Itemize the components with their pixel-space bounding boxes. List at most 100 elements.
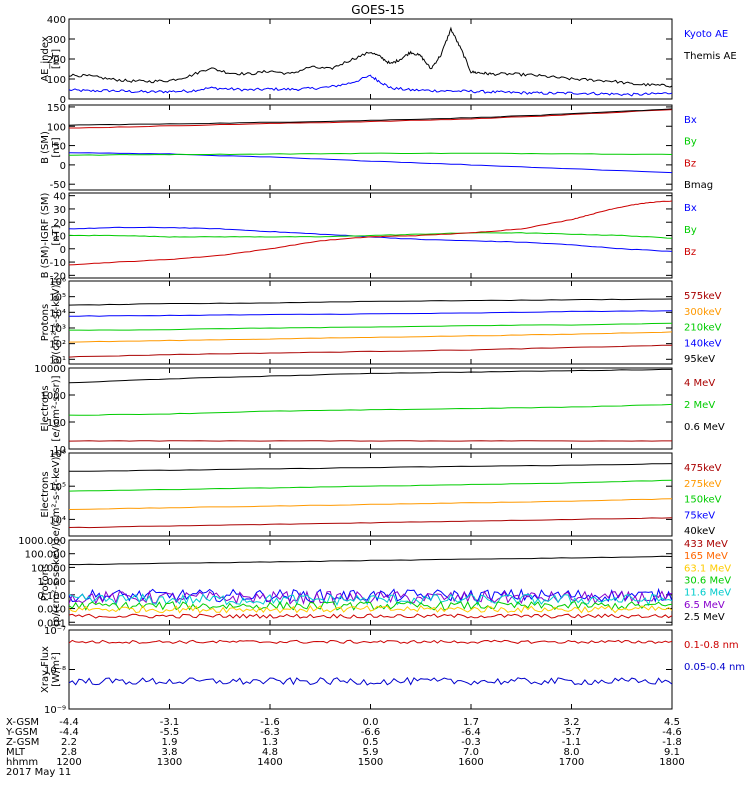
series-300kev bbox=[69, 310, 672, 317]
y-tick-label: 10¹ bbox=[49, 355, 66, 366]
x-axis-value: 9.1 bbox=[664, 747, 680, 758]
y-tick-label: 10² bbox=[49, 340, 66, 351]
y-tick-label: 0.001 bbox=[37, 618, 66, 629]
legend-entry: 75keV bbox=[684, 510, 715, 521]
series-275kev bbox=[69, 517, 672, 529]
x-axis-value: 0.0 bbox=[363, 717, 379, 728]
series-140kev bbox=[69, 331, 672, 343]
legend-entry: Bx bbox=[684, 203, 697, 214]
y-axis-label: e/(cm²-s-sr-keV)] bbox=[51, 453, 62, 537]
legend-entry: Bz bbox=[684, 158, 696, 169]
legend-entry: Kyoto AE bbox=[684, 29, 728, 40]
y-axis-label: Electrons bbox=[40, 471, 51, 517]
legend-entry: 300keV bbox=[684, 307, 722, 318]
legend-entry: 2.5 MeV bbox=[684, 612, 725, 623]
series-bx bbox=[69, 152, 672, 174]
y-tick-label: 100 bbox=[47, 75, 66, 86]
x-axis-value: -0.3 bbox=[461, 737, 481, 748]
panel-protons1: 10¹ 10² 10³ 10⁴ 10⁵ 10⁶ Protons p/(cm²-s-sr-keV… bbox=[40, 277, 722, 366]
y-axis-label: Protons bbox=[40, 564, 51, 601]
y-tick-label: 1000 bbox=[41, 391, 66, 402]
legend-entry: 63.1 MeV bbox=[684, 563, 731, 574]
y-tick-label: 10⁴ bbox=[49, 308, 66, 319]
series-bz bbox=[69, 109, 672, 129]
legend-entry: 0.05-0.4 nm bbox=[684, 662, 745, 673]
panel-electrons1: 10 100 1000 10000 Electrons [e/(cm²-s-sr)] 4 M… bbox=[34, 364, 725, 456]
x-axis-value: 4.5 bbox=[664, 717, 680, 728]
series-6-5-mev bbox=[69, 604, 672, 614]
panel-protons2: 0.001 0.010 0.100 1.000 10.000 100.000 1000.00… bbox=[18, 536, 731, 629]
chart-title: GOES-15 bbox=[351, 3, 405, 17]
x-axis-value: 3.8 bbox=[162, 747, 178, 758]
y-tick-label: 100 bbox=[47, 418, 66, 429]
y-tick-label: 10⁵ bbox=[49, 482, 66, 493]
legend-entry: 95keV bbox=[684, 354, 715, 365]
y-tick-label: 400 bbox=[47, 15, 66, 26]
x-axis-value: 2.8 bbox=[61, 747, 77, 758]
x-axis-value: 1800 bbox=[659, 757, 684, 768]
x-axis-value: 2.2 bbox=[61, 737, 77, 748]
y-tick-label: 10000 bbox=[34, 364, 66, 375]
series-2-5-mev bbox=[69, 613, 672, 619]
y-tick-label: -20 bbox=[50, 271, 66, 282]
legend-entry: By bbox=[684, 137, 697, 148]
x-axis-value: 1200 bbox=[56, 757, 81, 768]
x-axis-value: 8.0 bbox=[564, 747, 580, 758]
y-axis-label: [W/m²] bbox=[51, 652, 62, 687]
x-axis-row-label: Y-GSM bbox=[5, 727, 38, 738]
x-axis-value: 1700 bbox=[559, 757, 584, 768]
y-tick-label: 30 bbox=[53, 205, 66, 216]
legend-entry: Bmag bbox=[684, 180, 713, 191]
series-by bbox=[69, 152, 672, 156]
x-axis-value: -5.7 bbox=[562, 727, 582, 738]
y-tick-label: 10.000 bbox=[31, 563, 66, 574]
series-75kev bbox=[69, 479, 672, 492]
y-axis-label: Xray Flux bbox=[40, 646, 51, 693]
y-axis-label: [nT] bbox=[51, 49, 62, 69]
x-axis-value: -6.3 bbox=[260, 727, 280, 738]
series-30-6-mev bbox=[69, 593, 672, 607]
x-axis-value: 7.0 bbox=[463, 747, 479, 758]
x-axis-value: -4.4 bbox=[59, 717, 79, 728]
y-tick-label: -50 bbox=[50, 180, 66, 191]
x-axis-row-label: hhmm bbox=[6, 757, 38, 768]
legend-entry: Themis AE bbox=[683, 51, 737, 62]
legend-entry: By bbox=[684, 225, 697, 236]
y-tick-label: 200 bbox=[47, 55, 66, 66]
x-axis-value: -4.4 bbox=[59, 727, 79, 738]
x-axis-value: 1300 bbox=[157, 757, 182, 768]
y-tick-label: 0 bbox=[60, 245, 66, 256]
y-tick-label: 40 bbox=[53, 192, 66, 203]
legend-entry: 2 MeV bbox=[684, 400, 715, 411]
legend-entry: 40keV bbox=[684, 526, 715, 537]
y-axis-label: p/(cm²-s-sr-keV)] bbox=[51, 281, 62, 365]
legend-entry: 11.6 MeV bbox=[684, 588, 731, 599]
series-210kev bbox=[69, 322, 672, 331]
panel-bigrf: -20 -10 0 10 20 30 40B (SM)-IGRF (SM) [nT] Bx By B… bbox=[40, 192, 697, 283]
y-axis-label: B (SM)-IGRF (SM) bbox=[40, 193, 51, 279]
x-axis-value: 5.9 bbox=[363, 747, 379, 758]
series-0-6-mev bbox=[69, 368, 672, 384]
y-tick-label: 50 bbox=[53, 142, 66, 153]
x-axis-row-label: X-GSM bbox=[6, 717, 39, 728]
series-150kev bbox=[69, 498, 672, 510]
y-tick-label: 10⁻⁷ bbox=[44, 626, 66, 637]
legend-entry: 210keV bbox=[684, 323, 722, 334]
y-axis-label: [nT] bbox=[51, 225, 62, 245]
y-tick-label: 10⁶ bbox=[49, 449, 66, 460]
x-axis-value: 1.3 bbox=[262, 737, 278, 748]
y-tick-label: 150 bbox=[47, 103, 66, 114]
series-0-05-0-4-nm bbox=[69, 676, 672, 686]
x-axis-value: -6.4 bbox=[461, 727, 481, 738]
y-axis-label: AE_index bbox=[40, 36, 51, 82]
legend-entry: 575keV bbox=[684, 291, 722, 302]
y-tick-label: 1.000 bbox=[37, 577, 66, 588]
y-axis-label: Protons bbox=[40, 304, 51, 341]
series-2-mev bbox=[69, 403, 672, 416]
y-axis-label: [p/(cm²-s-sr-keV)] bbox=[51, 539, 62, 627]
series-40kev bbox=[69, 463, 672, 472]
legend-entry: 30.6 MeV bbox=[684, 576, 731, 587]
